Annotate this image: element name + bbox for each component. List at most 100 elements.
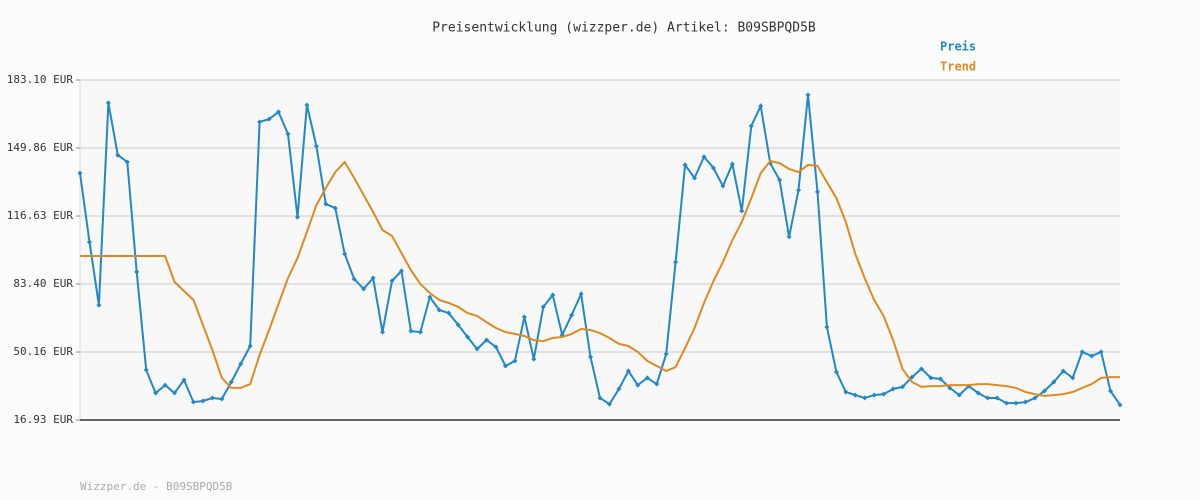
data-point xyxy=(389,278,395,284)
data-point xyxy=(578,291,584,297)
data-point xyxy=(796,187,802,193)
data-point xyxy=(1013,400,1019,406)
data-point xyxy=(994,395,1000,401)
data-point xyxy=(710,165,716,171)
data-point xyxy=(200,398,206,404)
y-tick-label: 16.93 EUR xyxy=(13,413,73,426)
data-point xyxy=(408,328,414,334)
data-point xyxy=(332,205,338,211)
data-point xyxy=(181,377,187,383)
data-point xyxy=(569,312,575,318)
data-point xyxy=(153,390,159,396)
data-point xyxy=(219,396,225,402)
y-tick-label: 149.86 EUR xyxy=(7,141,74,154)
data-point xyxy=(1022,399,1028,405)
data-point xyxy=(190,399,196,405)
data-point xyxy=(833,369,839,375)
data-point xyxy=(606,401,612,407)
data-point xyxy=(881,391,887,397)
data-point xyxy=(1089,353,1095,359)
data-point xyxy=(370,275,376,281)
footer: Wizzper.de - B09SBPQD5B xyxy=(80,480,233,493)
data-point xyxy=(465,334,471,340)
data-point xyxy=(238,361,244,367)
data-point xyxy=(484,337,490,343)
data-point xyxy=(474,346,480,352)
data-point xyxy=(162,382,168,388)
data-point xyxy=(918,366,924,372)
data-point xyxy=(805,92,811,98)
data-point xyxy=(493,344,499,350)
data-point xyxy=(985,395,991,401)
data-point xyxy=(625,368,631,374)
data-point xyxy=(294,214,300,220)
data-point xyxy=(890,386,896,392)
data-point xyxy=(682,162,688,168)
data-point xyxy=(313,143,319,149)
data-point xyxy=(937,376,943,382)
y-tick-label: 83.40 EUR xyxy=(13,277,73,290)
chart-title: Preisentwicklung (wizzper.de) Artikel: B… xyxy=(432,21,816,36)
data-point xyxy=(928,375,934,381)
data-point xyxy=(729,161,735,167)
data-point xyxy=(862,395,868,401)
y-tick-label: 183.10 EUR xyxy=(7,73,74,86)
data-point xyxy=(947,385,953,391)
data-point xyxy=(446,310,452,316)
data-point xyxy=(1108,388,1114,394)
data-point xyxy=(455,322,461,328)
data-point xyxy=(616,386,622,392)
data-point xyxy=(86,239,92,245)
data-point xyxy=(1079,349,1085,355)
data-point xyxy=(257,119,263,125)
data-point xyxy=(96,302,102,308)
data-point xyxy=(228,379,234,385)
data-point xyxy=(77,170,83,176)
data-point xyxy=(824,324,830,330)
data-point xyxy=(540,304,546,310)
data-point xyxy=(1004,400,1010,406)
data-point xyxy=(361,286,367,292)
data-point xyxy=(635,382,641,388)
data-point xyxy=(588,354,594,360)
data-point xyxy=(276,109,282,115)
data-point xyxy=(531,356,537,362)
data-point xyxy=(502,363,508,369)
data-point xyxy=(975,390,981,396)
data-point xyxy=(247,343,253,349)
data-point xyxy=(720,183,726,189)
data-point xyxy=(758,103,764,109)
legend-label: Preis xyxy=(940,40,976,54)
data-point xyxy=(209,395,215,401)
y-tick-label: 50.16 EUR xyxy=(13,345,73,358)
data-point xyxy=(380,329,386,335)
data-point xyxy=(521,314,527,320)
data-point xyxy=(673,259,679,265)
data-point xyxy=(663,351,669,357)
data-point xyxy=(1098,349,1104,355)
data-point xyxy=(134,269,140,275)
data-point xyxy=(143,367,149,373)
plot-area xyxy=(80,80,1120,420)
data-point xyxy=(777,177,783,183)
data-point xyxy=(597,395,603,401)
data-point xyxy=(1117,402,1123,408)
data-point xyxy=(124,159,130,165)
data-point xyxy=(786,234,792,240)
data-point xyxy=(417,329,423,335)
data-point xyxy=(512,358,518,364)
series-line xyxy=(80,159,1120,397)
data-point xyxy=(900,384,906,390)
data-point xyxy=(1070,375,1076,381)
data-point xyxy=(956,392,962,398)
data-point xyxy=(654,381,660,387)
data-point xyxy=(852,392,858,398)
data-point xyxy=(871,392,877,398)
y-tick-label: 116.63 EUR xyxy=(7,209,74,222)
data-point xyxy=(398,268,404,274)
data-point xyxy=(1060,368,1066,374)
data-point xyxy=(172,390,178,396)
data-point xyxy=(739,208,745,214)
data-point xyxy=(644,375,650,381)
